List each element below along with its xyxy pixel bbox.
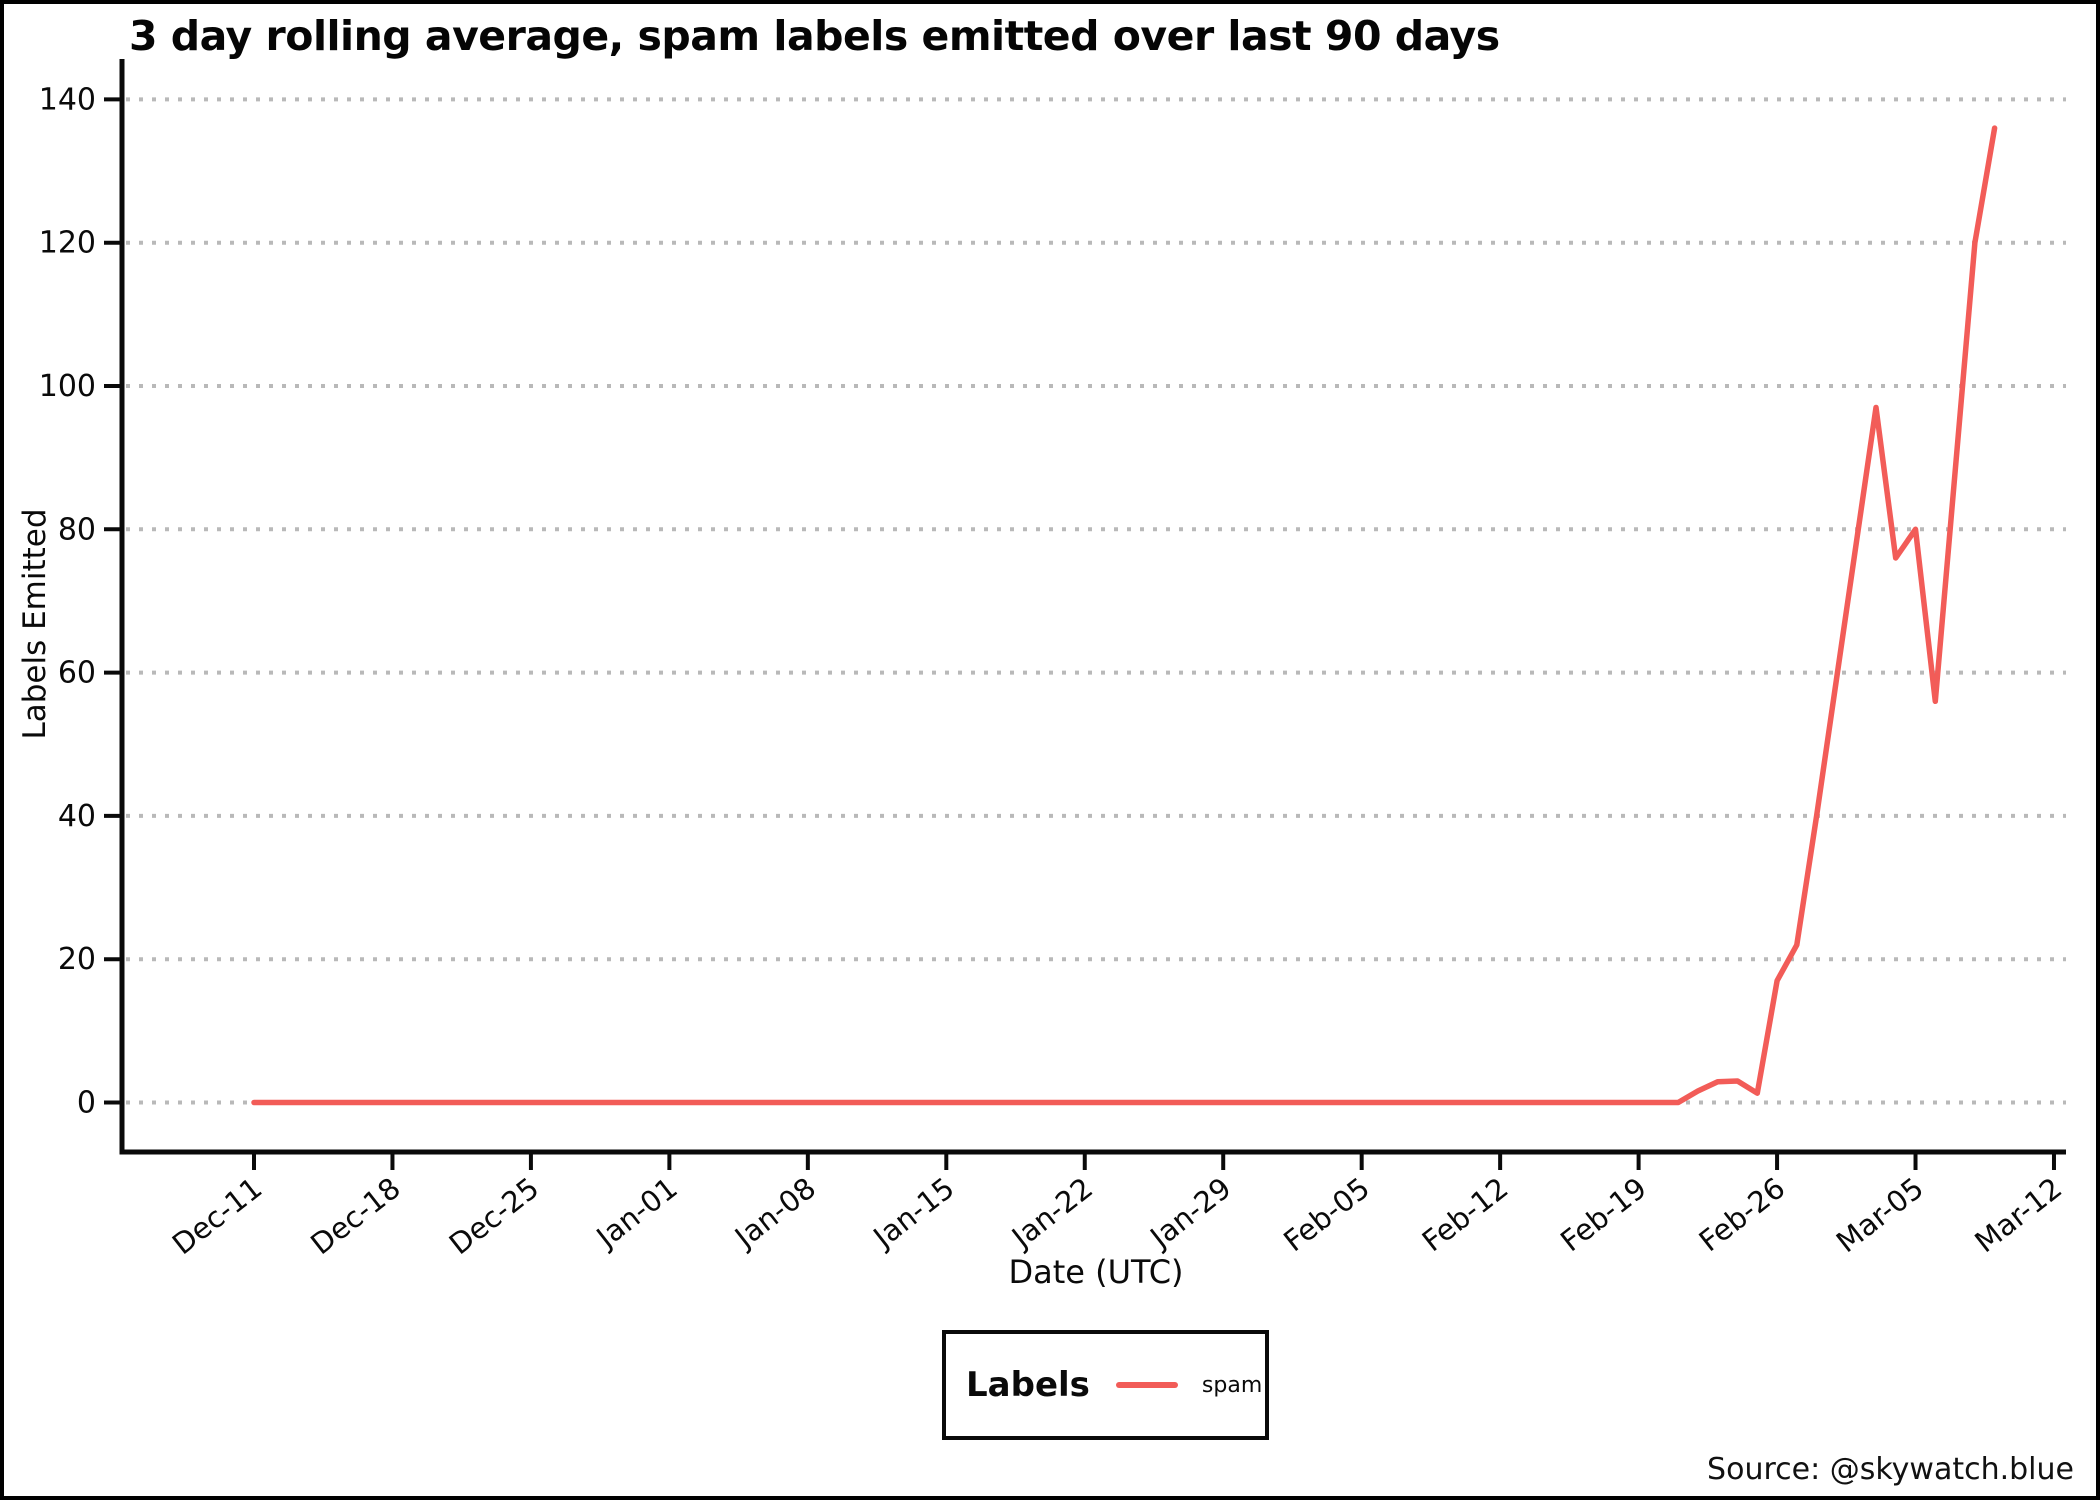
legend-box: Labels spam [942, 1330, 1269, 1440]
x-tick-label: Jan-01 [589, 1171, 684, 1256]
y-tick-label: 100 [39, 369, 96, 404]
x-axis-label: Date (UTC) [1008, 1253, 1184, 1291]
y-tick-label: 20 [58, 942, 96, 977]
spam-line-swatch [1115, 1382, 1178, 1388]
x-tick-label: Feb-12 [1416, 1171, 1515, 1259]
y-tick-label: 120 [39, 226, 96, 261]
x-tick-label: Dec-18 [304, 1171, 406, 1262]
y-tick-label: 0 [77, 1086, 96, 1121]
chart-canvas: 0 20 40 60 80 100 120 140 Dec-11 Dec-18 Dec-25 Jan-… [39, 59, 2068, 1262]
x-tick-label: Jan-15 [866, 1171, 961, 1256]
y-tick-label: 40 [58, 799, 96, 834]
legend-item-label: spam [1201, 1372, 1263, 1398]
x-tick-label: Jan-22 [1004, 1171, 1099, 1256]
x-tick-label: Mar-05 [1830, 1171, 1930, 1260]
legend-title: Labels [966, 1365, 1090, 1405]
x-tick-label: Dec-25 [443, 1171, 545, 1262]
y-tick-label: 140 [39, 82, 96, 117]
y-axis-label: Labels Emitted [17, 508, 53, 740]
y-tick-label: 60 [58, 656, 96, 691]
x-tick-label: Jan-29 [1142, 1171, 1237, 1256]
x-tick-label: Dec-11 [166, 1171, 268, 1262]
x-tick-label: Feb-26 [1693, 1171, 1792, 1259]
page-title: 3 day rolling average, spam labels emitt… [129, 12, 1500, 60]
x-tick-label: Feb-05 [1277, 1171, 1376, 1259]
x-tick-label: Feb-19 [1554, 1171, 1653, 1259]
x-tick-label: Jan-08 [727, 1171, 822, 1256]
spam-line [251, 125, 1998, 1106]
x-tick-label: Mar-12 [1968, 1171, 2068, 1260]
y-tick-label: 80 [58, 512, 96, 547]
source-note: Source: @skywatch.blue [1707, 1452, 2074, 1487]
